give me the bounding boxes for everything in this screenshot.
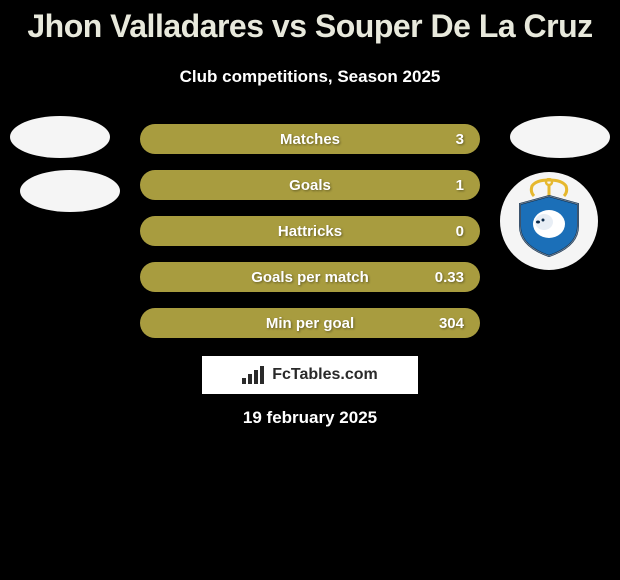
club-badge <box>500 172 598 270</box>
player-avatar-left <box>10 116 110 158</box>
avatar-ellipse-icon <box>510 116 610 158</box>
brand-badge: FcTables.com <box>202 356 418 394</box>
stat-label: Min per goal <box>266 315 354 332</box>
stat-label: Hattricks <box>278 223 342 240</box>
stat-value: 3 <box>456 131 464 148</box>
stat-bar-hattricks: Hattricks 0 <box>140 216 480 246</box>
stat-value: 0 <box>456 223 464 240</box>
club-crest-icon <box>516 184 582 258</box>
stat-bar-min-per-goal: Min per goal 304 <box>140 308 480 338</box>
player-avatar-right <box>510 116 610 158</box>
avatar-ellipse-icon <box>10 116 110 158</box>
stat-value: 0.33 <box>435 269 464 286</box>
brand-text: FcTables.com <box>272 366 378 384</box>
stat-label: Goals <box>289 177 331 194</box>
stat-label: Matches <box>280 131 340 148</box>
stat-bar-goals: Goals 1 <box>140 170 480 200</box>
stat-label: Goals per match <box>251 269 369 286</box>
stat-value: 304 <box>439 315 464 332</box>
stat-value: 1 <box>456 177 464 194</box>
date-text: 19 february 2025 <box>243 408 377 428</box>
season-subtitle: Club competitions, Season 2025 <box>0 67 620 87</box>
avatar-ellipse-icon-2 <box>20 170 120 212</box>
stat-bar-goals-per-match: Goals per match 0.33 <box>140 262 480 292</box>
stat-bar-matches: Matches 3 <box>140 124 480 154</box>
comparison-title: Jhon Valladares vs Souper De La Cruz <box>0 0 620 45</box>
bar-chart-icon <box>242 366 264 384</box>
stats-bars: Matches 3 Goals 1 Hattricks 0 Goals per … <box>140 124 480 354</box>
